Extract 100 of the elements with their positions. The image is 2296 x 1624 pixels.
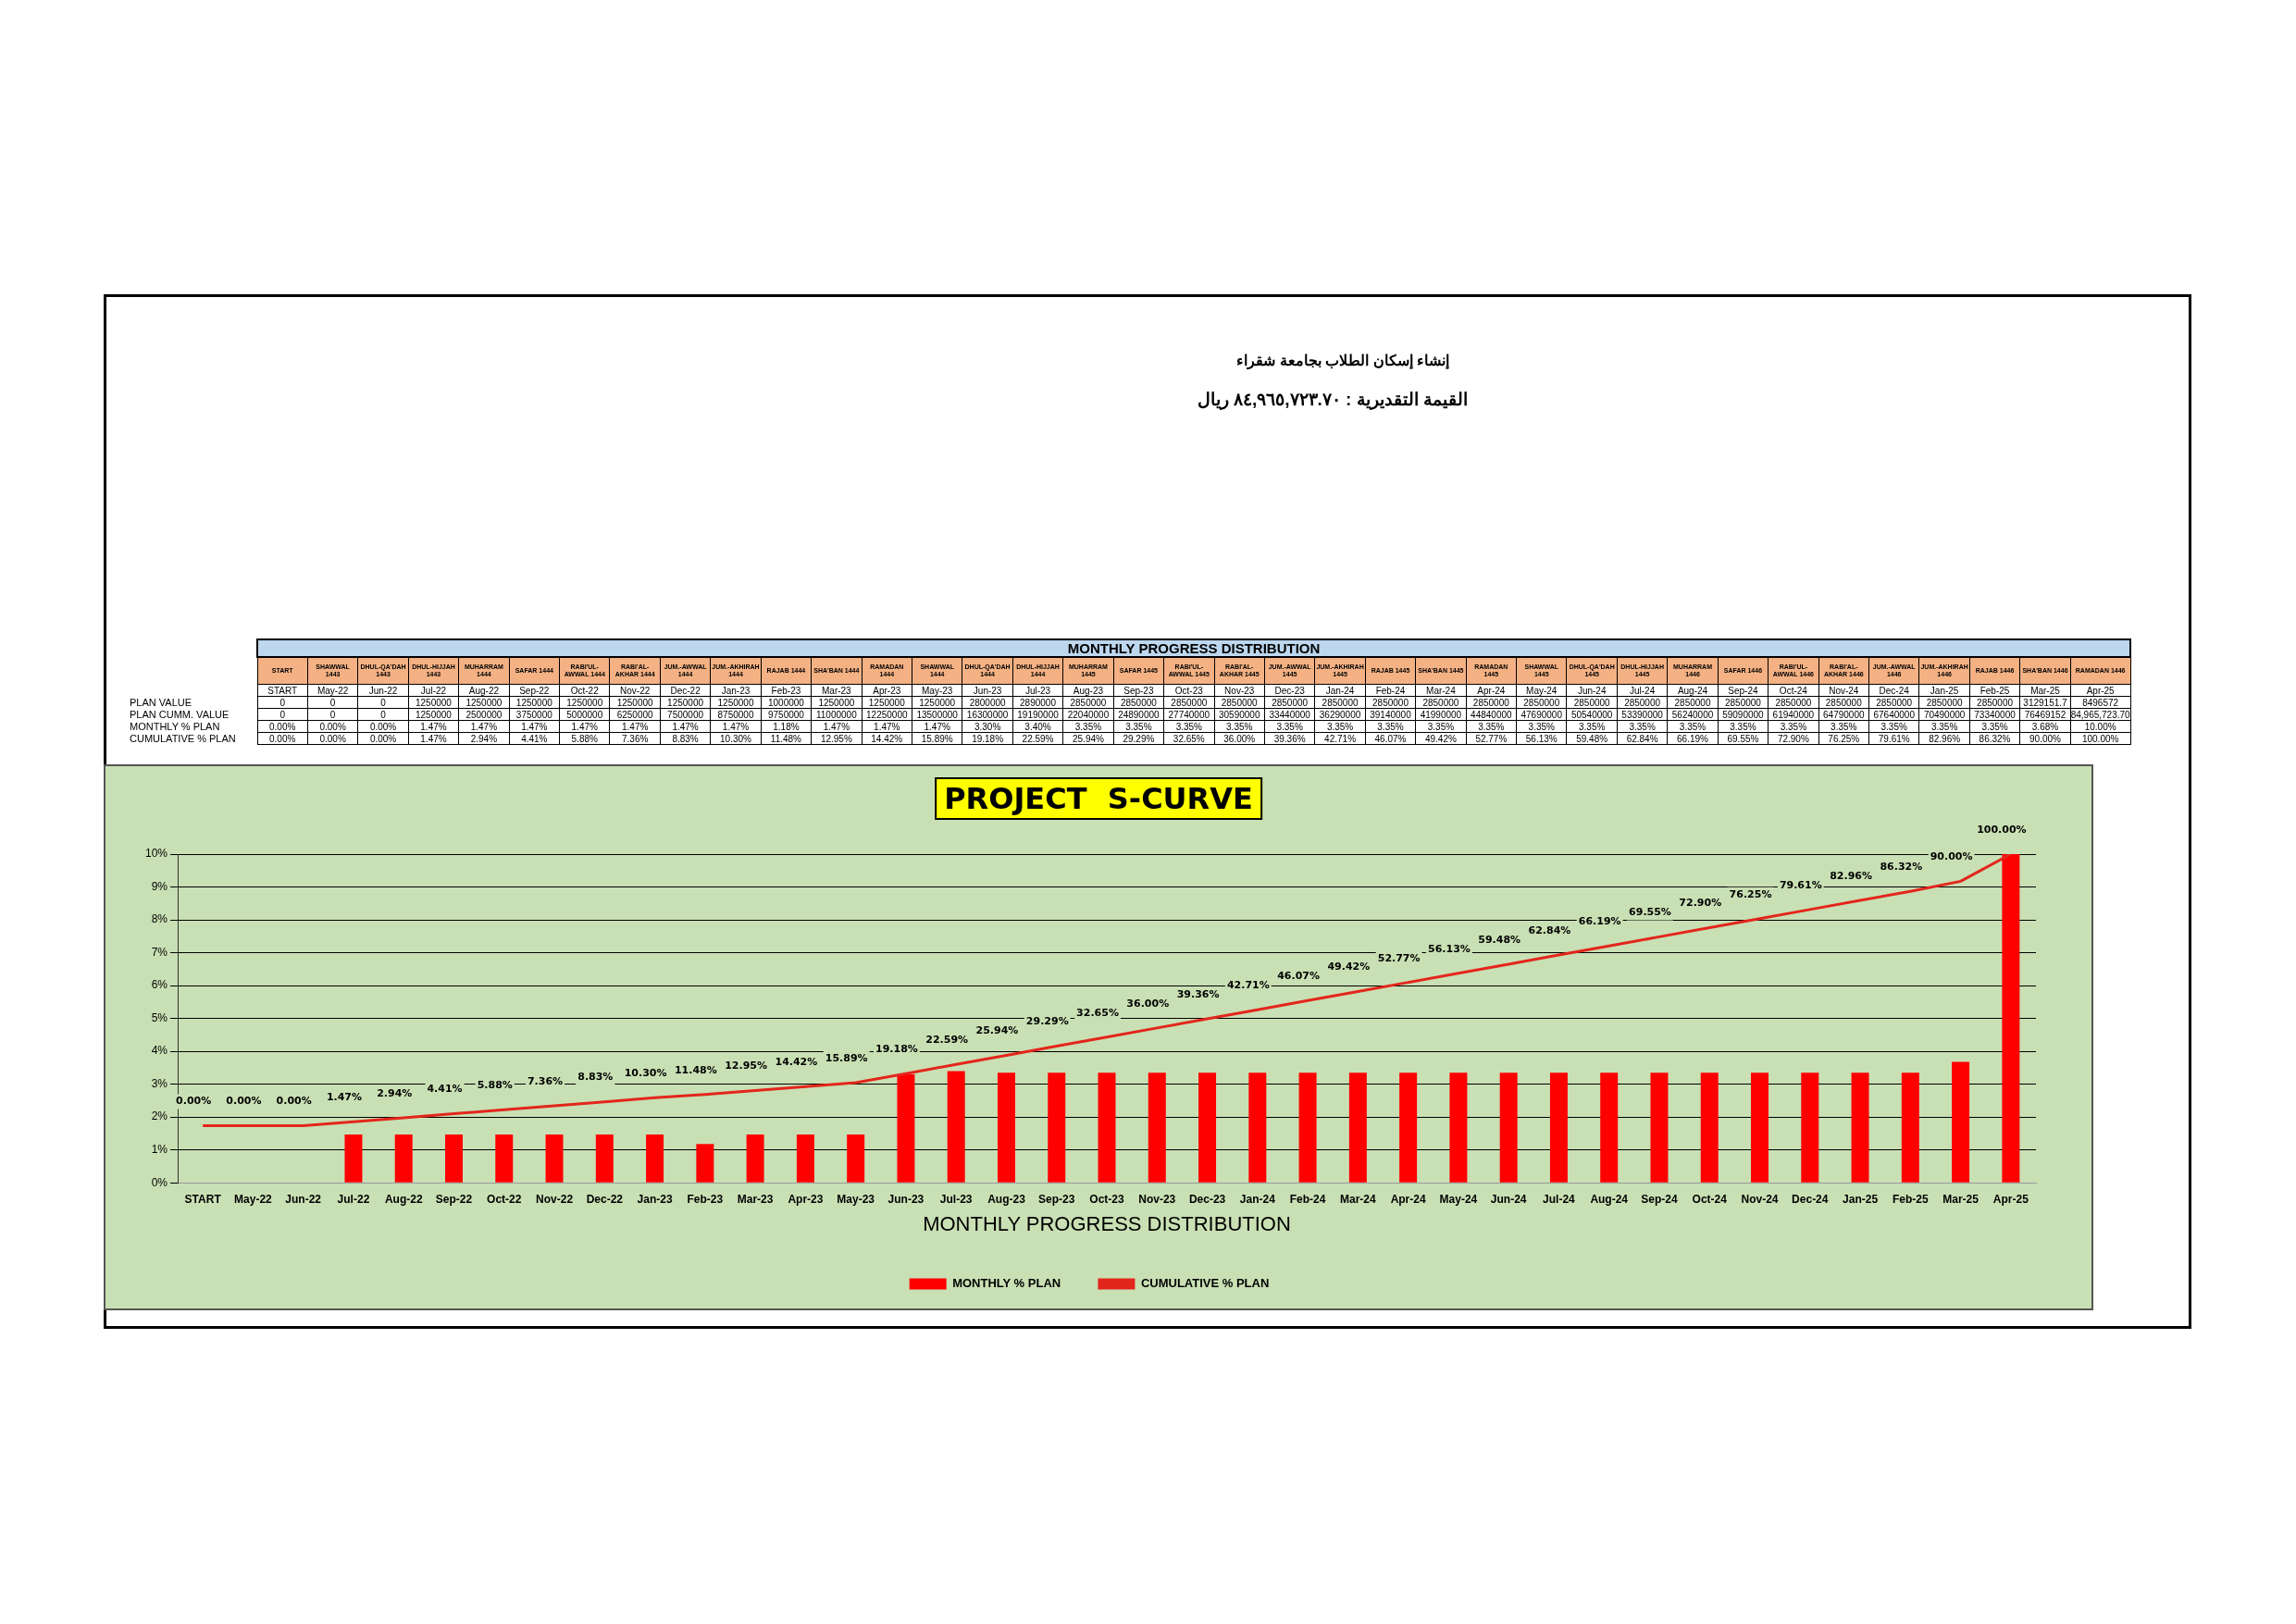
- x-tick-label: Nov-23: [1138, 1192, 1176, 1206]
- data-label: May-24: [1516, 684, 1567, 697]
- bar: [1499, 1072, 1518, 1183]
- data-label: 1250000: [660, 696, 711, 709]
- data-label: 25.94%: [1062, 732, 1114, 745]
- data-label: 2850000: [1718, 696, 1769, 709]
- data-label: 0: [357, 696, 409, 709]
- data-label: 3.35%: [1818, 720, 1869, 733]
- data-label: 2.94%: [458, 732, 510, 745]
- text: PLAN CUMM. VALUE: [130, 708, 230, 721]
- data-label: 1.18%: [761, 720, 812, 733]
- bar: [1650, 1072, 1669, 1183]
- data-label: 3.35%: [1718, 720, 1769, 733]
- data-label: 2850000: [1566, 696, 1618, 709]
- data-label: 56.13%: [1516, 732, 1567, 745]
- data-label: 59.48%: [1566, 732, 1618, 745]
- bar: [595, 1134, 614, 1183]
- data-label: 1.47%: [862, 720, 912, 733]
- data-label: Jun-22: [357, 684, 409, 697]
- bar: [1549, 1072, 1568, 1183]
- data-label: 2850000: [1516, 696, 1567, 709]
- bar: [897, 1073, 915, 1183]
- bar: [997, 1072, 1015, 1183]
- x-tick-label: Nov-24: [1741, 1192, 1779, 1206]
- x-tick-label: Mar-25: [1942, 1192, 1980, 1206]
- data-label: 39.36%: [1176, 987, 1220, 1000]
- data-label: Mar-23: [811, 684, 863, 697]
- data-label: 2890000: [1012, 696, 1063, 709]
- data-label: Oct-24: [1768, 684, 1819, 697]
- data-label: 5.88%: [559, 732, 610, 745]
- data-label: 3.35%: [1466, 720, 1517, 733]
- text: MONTHLY % PLAN: [130, 720, 221, 733]
- data-label: 3.35%: [1667, 720, 1719, 733]
- x-tick-label: May-22: [234, 1192, 273, 1206]
- bar: [646, 1134, 664, 1183]
- x-tick-label: Oct-22: [487, 1192, 522, 1206]
- data-label: 2850000: [1264, 696, 1315, 709]
- x-tick-label: Nov-22: [536, 1192, 574, 1206]
- bar: [1348, 1072, 1367, 1183]
- y-tick-label: 5%: [151, 1010, 168, 1024]
- data-label: 3.30%: [962, 720, 1013, 733]
- data-label: 0.00%: [226, 1095, 262, 1108]
- x-tick-label: Jan-25: [1843, 1192, 1879, 1206]
- data-label: 1.47%: [912, 720, 962, 733]
- x-tick-label: Mar-24: [1340, 1192, 1377, 1206]
- x-tick-label: Oct-24: [1692, 1192, 1728, 1206]
- data-label: 1250000: [862, 696, 912, 709]
- x-tick-label: Mar-23: [737, 1192, 774, 1206]
- data-label: Apr-25: [2070, 684, 2131, 697]
- data-label: 44840000: [1466, 708, 1517, 721]
- data-label: 2850000: [1667, 696, 1719, 709]
- data-label: Nov-24: [1818, 684, 1869, 697]
- x-tick-label: START: [184, 1192, 222, 1206]
- data-label: 4.41%: [427, 1083, 463, 1096]
- data-label: 22.59%: [1012, 732, 1063, 745]
- x-tick-label: May-24: [1439, 1192, 1478, 1206]
- data-label: 1.47%: [609, 720, 661, 733]
- data-label: 5.88%: [477, 1079, 513, 1092]
- x-tick-label: Aug-24: [1590, 1192, 1629, 1206]
- data-label: 2850000: [1969, 696, 2020, 709]
- data-label: 1250000: [609, 696, 661, 709]
- data-label: 4.41%: [509, 732, 560, 745]
- data-label: 2850000: [1818, 696, 1869, 709]
- x-axis-title: MONTHLY PROGRESS DISTRIBUTION: [923, 1211, 1291, 1235]
- data-label: 0.00%: [276, 1095, 312, 1108]
- data-label: 19.18%: [875, 1043, 918, 1056]
- data-label: 2850000: [1768, 696, 1819, 709]
- data-label: 7.36%: [609, 732, 661, 745]
- bar: [1751, 1072, 1769, 1183]
- data-label: 3.68%: [2019, 720, 2071, 733]
- bar: [2002, 854, 2020, 1183]
- data-label: 0: [257, 708, 308, 721]
- data-label: 76469152: [2019, 708, 2071, 721]
- bar: [796, 1134, 814, 1183]
- data-label: 3.35%: [1768, 720, 1819, 733]
- data-label: Sep-23: [1113, 684, 1164, 697]
- data-label: 32.65%: [1076, 1006, 1119, 1019]
- data-label: 59.48%: [1478, 933, 1521, 946]
- y-tick-label: 10%: [144, 847, 168, 861]
- data-label: 69.55%: [1718, 732, 1769, 745]
- data-label: 8.83%: [577, 1071, 614, 1084]
- data-label: 1250000: [408, 696, 459, 709]
- bar: [344, 1134, 363, 1183]
- data-label: 11.48%: [761, 732, 812, 745]
- data-label: 3.35%: [1868, 720, 1919, 733]
- data-label: 56.13%: [1427, 942, 1471, 955]
- data-label: 3.35%: [1264, 720, 1315, 733]
- data-label: 3.35%: [1314, 720, 1366, 733]
- data-label: 2500000: [458, 708, 510, 721]
- x-tick-label: Jul-24: [1543, 1192, 1576, 1206]
- data-label: 52.77%: [1466, 732, 1517, 745]
- data-label: 56240000: [1667, 708, 1719, 721]
- data-label: 36.00%: [1214, 732, 1265, 745]
- data-label: Aug-24: [1667, 684, 1719, 697]
- data-label: 76.25%: [1729, 887, 1772, 900]
- data-label: 1250000: [811, 696, 863, 709]
- data-label: 53390000: [1617, 708, 1668, 721]
- data-label: 1.47%: [408, 732, 459, 745]
- data-label: 66.19%: [1578, 915, 1621, 928]
- data-label: 1250000: [559, 696, 610, 709]
